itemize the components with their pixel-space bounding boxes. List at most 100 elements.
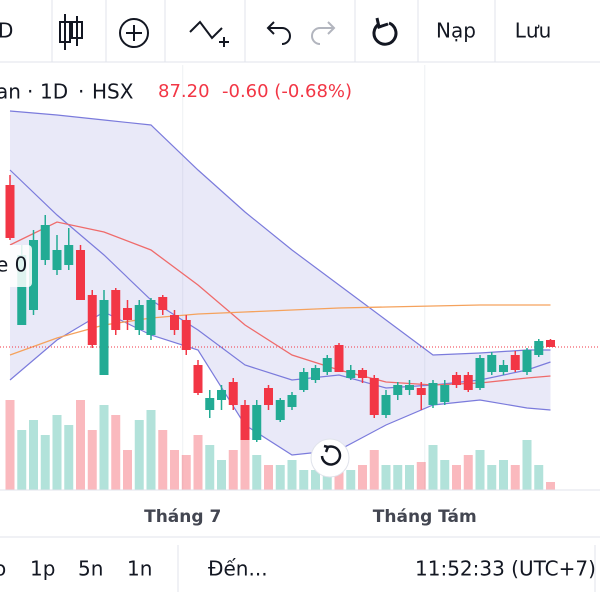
volume-bar (76, 400, 85, 490)
scroll-reset-button[interactable] (310, 438, 350, 478)
volume-bar (475, 450, 485, 490)
candle-body (428, 383, 438, 405)
volume-bar (346, 470, 356, 490)
candle-body (358, 370, 367, 378)
candle-body (275, 400, 285, 420)
candle-body (252, 405, 262, 440)
undo-button[interactable] (266, 21, 291, 45)
volume-bar (181, 455, 191, 490)
volume-bar (311, 470, 320, 490)
candle-body (334, 345, 344, 372)
volume-bar (134, 420, 144, 490)
volume-bar (193, 435, 203, 490)
candle-body (181, 320, 191, 350)
volume-bar (146, 410, 156, 490)
volume-bar (393, 465, 403, 490)
candle-body (475, 358, 485, 388)
volume-bar (522, 440, 532, 490)
compare-button[interactable] (189, 20, 229, 47)
volume-bar (299, 470, 309, 490)
volume-bar (29, 420, 38, 490)
candle-body (346, 370, 356, 378)
candle-body (146, 300, 156, 335)
candle-body (440, 385, 450, 402)
reset-button[interactable] (372, 17, 398, 46)
range-button[interactable]: 5n (78, 557, 103, 581)
volume-bar (463, 455, 473, 490)
candle-body (158, 297, 168, 310)
x-tick-label: Tháng 7 (144, 507, 221, 527)
candle-body (5, 185, 15, 238)
candle-body (546, 340, 555, 347)
volume-bar (64, 425, 74, 490)
candle-body (40, 225, 50, 260)
candle-body (510, 355, 520, 370)
volume-bar (228, 450, 238, 490)
candle-body (534, 341, 544, 355)
candle-body (111, 290, 121, 330)
clock: 11:52:33 (UTC+7) (415, 557, 596, 581)
dot: · (78, 80, 84, 104)
range-button[interactable]: 1n (127, 557, 152, 581)
candle-body (299, 372, 309, 390)
save-button[interactable]: Lưu (515, 19, 552, 43)
chart-type-button[interactable] (59, 14, 83, 50)
dot: · (27, 80, 33, 104)
volume-bar (158, 430, 168, 490)
volume-bar (416, 462, 426, 490)
x-tick-label: Tháng Tám (373, 507, 477, 527)
candle-body (123, 308, 132, 320)
price: 87.20 (158, 81, 210, 102)
candle-body (134, 305, 144, 330)
volume-bar (87, 430, 97, 490)
candle-body (487, 355, 497, 372)
candle-body (416, 388, 426, 395)
volume-bar (111, 415, 121, 490)
volume-bar (99, 405, 109, 490)
range-button[interactable]: o (0, 557, 6, 581)
volume-bar (275, 465, 285, 490)
candle-body (76, 250, 85, 300)
legend-interval: 1D (40, 80, 68, 104)
exchange: HSX (92, 80, 134, 104)
candle-body (322, 358, 332, 372)
change: -0.60 (-0.68%) (222, 81, 352, 102)
volume-bar (240, 440, 250, 490)
indicator-label: e 0 (0, 253, 27, 277)
volume-bar (252, 455, 262, 490)
candle-body (193, 365, 203, 393)
goto-button[interactable]: Đến... (208, 557, 268, 581)
redo-button[interactable] (311, 21, 336, 45)
plot (0, 65, 600, 490)
volume-bar (287, 460, 297, 490)
volume-bar (405, 465, 414, 490)
band-fill (10, 111, 551, 455)
volume-bar (52, 415, 62, 490)
volume-bar (217, 460, 226, 490)
volume-bar (546, 482, 555, 490)
range-button[interactable]: 1p (30, 557, 55, 581)
candle-body (264, 388, 273, 405)
volume-bar (123, 450, 132, 490)
legend: an · 1D · HSX 87.20 -0.60 (-0.68%) (0, 80, 352, 104)
candle-body (381, 395, 391, 415)
candle-body (499, 365, 508, 372)
interval-button[interactable]: D (0, 19, 13, 43)
volume-bar (170, 450, 179, 490)
add-indicator-button[interactable] (119, 18, 149, 48)
candle-body (240, 405, 250, 440)
candle-body (405, 385, 414, 390)
candle-body (463, 375, 473, 390)
candle-body (170, 315, 179, 330)
volume-bar (5, 400, 15, 490)
volume-bar (369, 450, 379, 490)
candle-body (452, 375, 461, 385)
candle-body (64, 245, 74, 265)
candle-body (393, 385, 403, 395)
symbol: an (0, 80, 21, 104)
volume-bar (264, 465, 273, 490)
candle-body (29, 240, 38, 310)
reload-button[interactable]: Nạp (436, 19, 476, 43)
indicator-box (0, 245, 32, 287)
